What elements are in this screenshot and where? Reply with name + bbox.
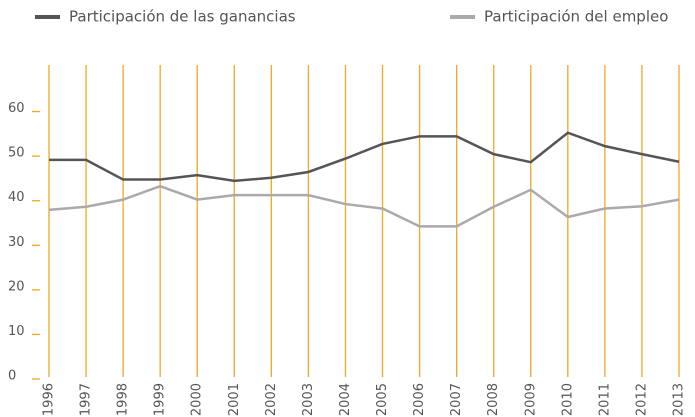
x-tick-label: 2011 [597, 383, 612, 416]
series-line [48, 184, 680, 228]
x-tick-label: 2008 [486, 383, 501, 416]
x-tick-label: 2004 [338, 383, 353, 416]
legend-label: Participación de las ganancias [69, 8, 296, 26]
y-tick-label: 40 [8, 190, 25, 205]
x-tick-label: 2006 [412, 383, 427, 416]
legend-label: Participación del empleo [484, 8, 668, 26]
x-tick-label: 2013 [672, 383, 687, 416]
x-tick-label: 2010 [560, 383, 575, 416]
y-tick-label: 0 [8, 369, 16, 384]
x-tick-label: 1996 [42, 383, 57, 416]
x-tick-label: 1999 [153, 383, 168, 416]
x-tick-label: 2002 [264, 383, 279, 416]
x-tick-label: 2012 [634, 383, 649, 416]
x-tick-label: 2001 [227, 383, 242, 416]
y-tick-label: 10 [8, 324, 25, 339]
x-tick-label: 1997 [79, 383, 94, 416]
x-tick-label: 2000 [190, 383, 205, 416]
x-tick-label: 2003 [301, 383, 316, 416]
x-tick-label: 2009 [523, 383, 538, 416]
x-tick-label: 2005 [375, 383, 390, 416]
y-tick-label: 60 [8, 101, 25, 116]
y-tick-label: 20 [8, 279, 25, 294]
y-tick-label: 30 [8, 235, 25, 250]
series-line [49, 131, 680, 183]
x-tick-label: 2007 [449, 383, 464, 416]
x-tick-label: 1998 [116, 383, 131, 416]
y-tick-label: 50 [8, 146, 25, 161]
